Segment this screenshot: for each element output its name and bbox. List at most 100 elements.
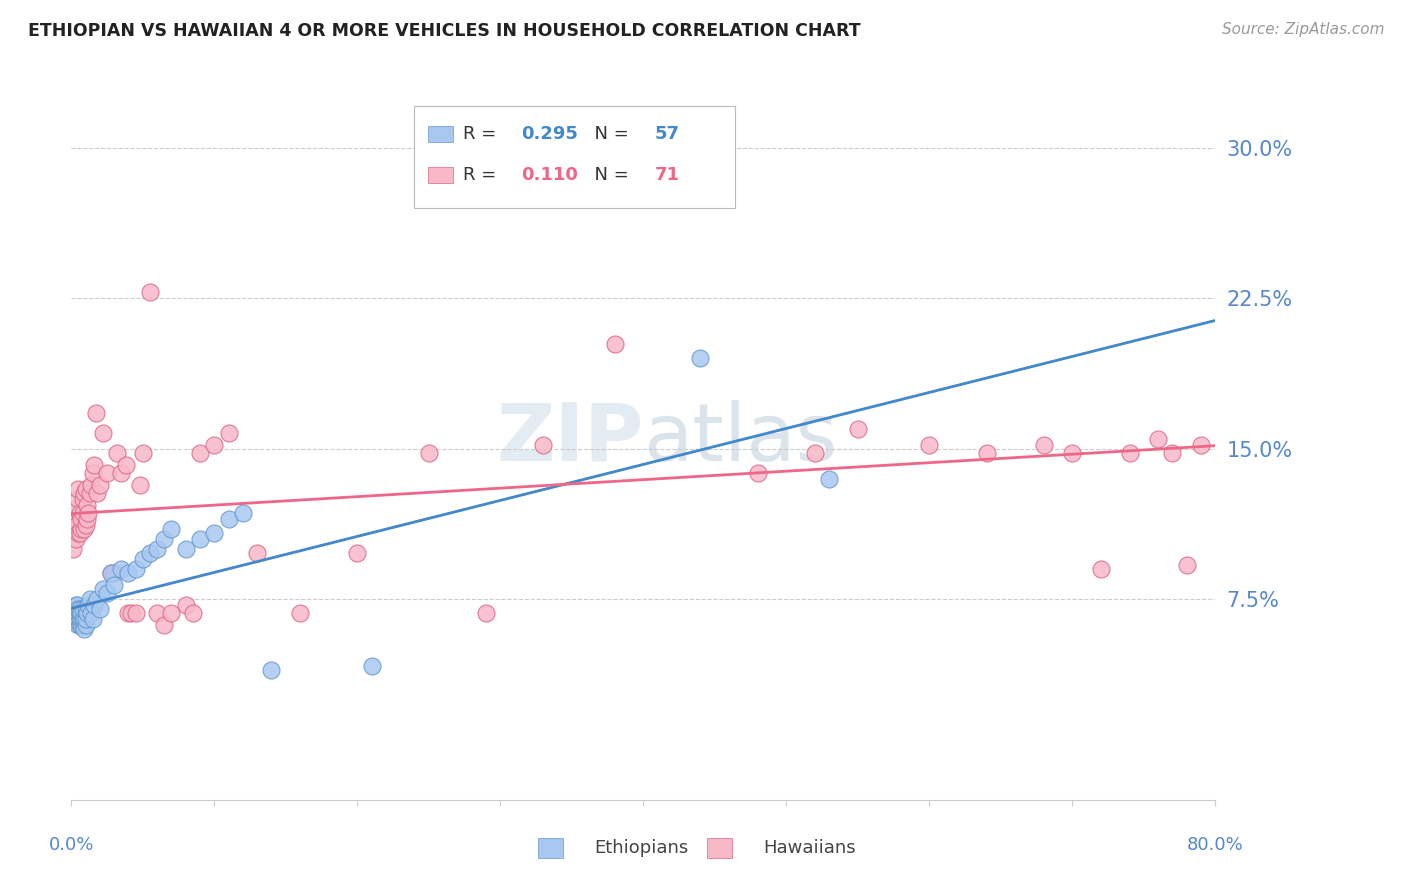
Point xyxy=(153,618,176,632)
Text: ZIP: ZIP xyxy=(496,400,644,478)
Point xyxy=(75,618,97,632)
Text: 0.0%: 0.0% xyxy=(49,836,94,854)
Point xyxy=(80,478,103,492)
Point xyxy=(246,546,269,560)
Point xyxy=(65,512,87,526)
Point xyxy=(139,546,162,560)
Point xyxy=(67,612,90,626)
Point xyxy=(86,592,108,607)
Point xyxy=(103,578,125,592)
Point xyxy=(288,607,311,621)
Point xyxy=(79,486,101,500)
Point xyxy=(117,607,139,621)
Point xyxy=(70,618,93,632)
Point xyxy=(174,599,197,613)
Point xyxy=(218,512,240,526)
Point xyxy=(75,518,97,533)
Point xyxy=(1147,432,1170,446)
Text: ETHIOPIAN VS HAWAIIAN 4 OR MORE VEHICLES IN HOUSEHOLD CORRELATION CHART: ETHIOPIAN VS HAWAIIAN 4 OR MORE VEHICLES… xyxy=(28,22,860,40)
Point xyxy=(72,602,94,616)
Point xyxy=(67,602,90,616)
Point xyxy=(70,607,93,621)
Point xyxy=(747,466,769,480)
Point xyxy=(75,602,97,616)
Point xyxy=(1090,562,1112,576)
Point xyxy=(82,466,104,480)
Point xyxy=(124,562,146,576)
Point xyxy=(360,658,382,673)
Point xyxy=(70,512,93,526)
Point xyxy=(174,542,197,557)
Text: 80.0%: 80.0% xyxy=(1187,836,1244,854)
Point xyxy=(73,612,96,626)
Point xyxy=(181,607,204,621)
Point xyxy=(67,491,90,506)
Point xyxy=(65,607,87,621)
Point xyxy=(146,607,169,621)
Point xyxy=(66,599,89,613)
Point xyxy=(202,438,225,452)
Point xyxy=(83,458,105,472)
Point xyxy=(100,566,122,581)
Point xyxy=(1175,558,1198,573)
Point xyxy=(66,518,89,533)
Point xyxy=(124,607,146,621)
Point xyxy=(66,612,89,626)
Point xyxy=(65,532,87,546)
Text: Source: ZipAtlas.com: Source: ZipAtlas.com xyxy=(1222,22,1385,37)
Point xyxy=(83,599,105,613)
Point xyxy=(110,562,132,576)
Point xyxy=(661,177,683,191)
Point xyxy=(67,618,90,632)
Point xyxy=(153,532,176,546)
Point xyxy=(100,566,122,581)
Text: 0.295: 0.295 xyxy=(520,125,578,143)
Point xyxy=(689,351,711,366)
FancyBboxPatch shape xyxy=(429,126,453,142)
Text: Ethiopians: Ethiopians xyxy=(595,839,689,857)
Point xyxy=(139,285,162,300)
Point xyxy=(531,438,554,452)
Point xyxy=(76,607,98,621)
Point xyxy=(91,425,114,440)
Point xyxy=(846,422,869,436)
Point xyxy=(75,482,97,496)
Point xyxy=(96,586,118,600)
Point xyxy=(67,526,90,541)
Point xyxy=(69,618,91,632)
Point xyxy=(69,612,91,626)
Point xyxy=(1062,446,1084,460)
Point xyxy=(72,618,94,632)
Point xyxy=(976,446,998,460)
Point xyxy=(72,506,94,520)
Point xyxy=(67,607,90,621)
Point xyxy=(63,602,86,616)
Point xyxy=(70,522,93,536)
Point xyxy=(160,607,183,621)
Point xyxy=(1161,446,1184,460)
Point xyxy=(76,512,98,526)
Point xyxy=(120,607,142,621)
Point xyxy=(188,532,211,546)
Point xyxy=(132,446,155,460)
Point xyxy=(65,602,87,616)
Point xyxy=(69,607,91,621)
Point xyxy=(67,482,90,496)
Point xyxy=(1189,438,1212,452)
FancyBboxPatch shape xyxy=(415,106,735,208)
Point xyxy=(475,607,498,621)
Text: N =: N = xyxy=(582,166,634,184)
Point xyxy=(66,502,89,516)
Point xyxy=(128,478,150,492)
Text: atlas: atlas xyxy=(644,400,838,478)
Point xyxy=(79,592,101,607)
Point xyxy=(218,425,240,440)
Point xyxy=(80,607,103,621)
Point xyxy=(69,602,91,616)
Point xyxy=(918,438,941,452)
Point xyxy=(62,607,84,621)
Point xyxy=(346,546,368,560)
Text: R =: R = xyxy=(463,125,502,143)
Point xyxy=(75,612,97,626)
Point xyxy=(63,522,86,536)
